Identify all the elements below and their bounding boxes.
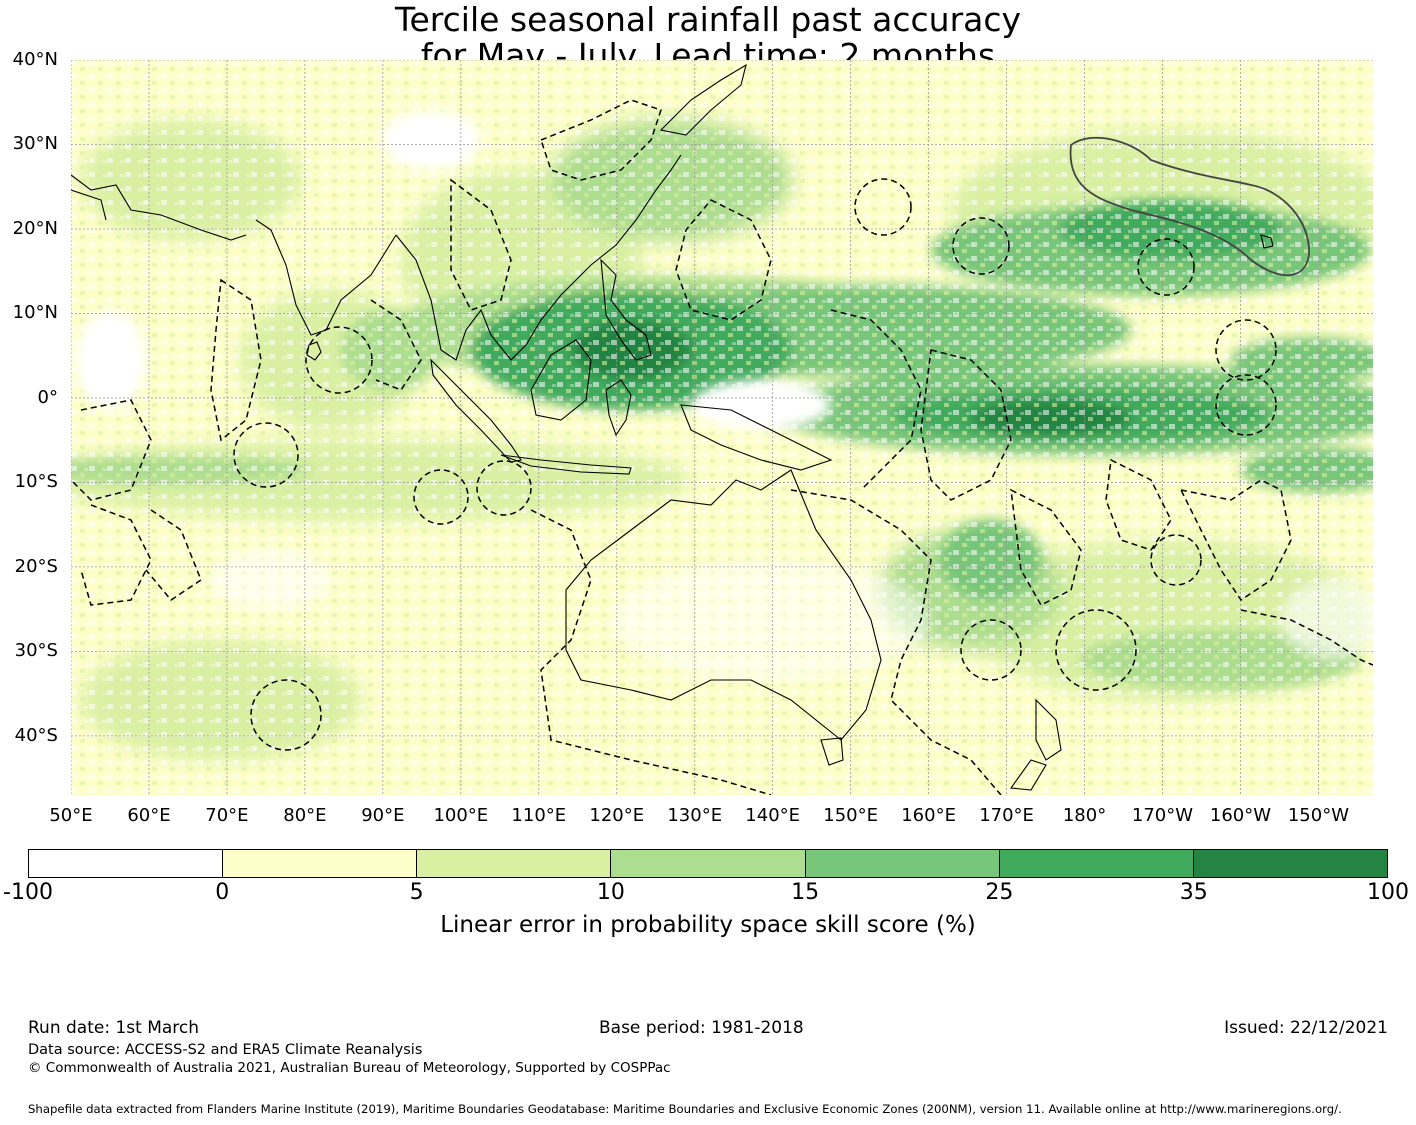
colorbar-tick-label: 25: [985, 880, 1014, 905]
eez-boundary: [790, 489, 1002, 795]
colorbar-tick-label: -100: [3, 880, 53, 905]
map-canvas: [71, 60, 1373, 795]
latitude-label: 20°N: [12, 217, 58, 239]
eez-circle: [1150, 534, 1202, 586]
colorbar-segment: [223, 850, 418, 877]
borneo-coastline: [530, 339, 592, 421]
copyright-notice: © Commonwealth of Australia 2021, Austra…: [28, 1060, 671, 1076]
longitude-label: 150°W: [1287, 805, 1349, 826]
skill-field: [71, 60, 1373, 795]
colorbar-segment: [417, 850, 612, 877]
map-gridlines: [71, 60, 1373, 795]
longitude-label: 50°E: [49, 805, 93, 826]
colorbar-segment: [805, 850, 1000, 877]
eez-circle: [233, 422, 299, 488]
base-period: Base period: 1981-2018: [599, 1018, 804, 1038]
new-zealand-coastline: [1010, 698, 1062, 791]
eez-circle: [305, 326, 373, 394]
eez-circle: [952, 217, 1010, 275]
longitude-label: 120°E: [589, 805, 645, 826]
java-coastline: [500, 454, 632, 475]
longitude-label: 80°E: [283, 805, 327, 826]
eez-circle: [476, 460, 532, 516]
latitude-label: 40°S: [14, 724, 58, 746]
eez-boundary: [370, 299, 422, 391]
longitude-label: 180°: [1062, 805, 1107, 826]
run-date: Run date: 1st March: [28, 1018, 200, 1038]
longitude-label: 160°E: [901, 805, 956, 826]
colorbar: [28, 849, 1388, 878]
eez-boundary: [540, 99, 662, 181]
eez-circle: [1215, 374, 1277, 436]
eez-circle: [1137, 238, 1195, 296]
longitude-label: 170°W: [1131, 805, 1194, 826]
eez-boundary: [145, 509, 202, 601]
new-guinea-coastline: [680, 404, 833, 471]
colorbar-segment: [1193, 850, 1387, 877]
coastlines: [71, 63, 1274, 791]
shapefile-credit: Shapefile data extracted from Flanders M…: [28, 1102, 1342, 1116]
eez-boundary: [1105, 458, 1172, 551]
longitude-label: 170°E: [979, 805, 1034, 826]
arabia-coastline: [71, 174, 247, 241]
southeast-asia-coastline: [395, 154, 682, 361]
colorbar-label: Linear error in probability space skill …: [440, 912, 976, 938]
longitude-label: 150°E: [823, 805, 879, 826]
colorbar-segment: [999, 850, 1194, 877]
eez-circle: [1215, 319, 1277, 381]
longitude-label: 110°E: [511, 805, 567, 826]
eez-circle: [960, 619, 1022, 681]
colorbar-tick-label: 35: [1179, 880, 1208, 905]
philippines-coastline: [600, 258, 652, 361]
eez-circle: [1055, 609, 1137, 691]
eez-boundary: [71, 399, 152, 501]
colorbar-segment: [611, 850, 806, 877]
australia-coastline: [565, 469, 882, 741]
map-title-line1: Tercile seasonal rainfall past accuracy: [394, 0, 1022, 39]
eez-boundary: [830, 309, 922, 491]
eez-circle: [250, 679, 322, 751]
longitude-label: 140°E: [745, 805, 801, 826]
latitude-label: 20°S: [14, 555, 58, 577]
eez-circle: [413, 469, 469, 525]
tasmania-coastline: [820, 737, 844, 766]
colorbar-tick-label: 100: [1367, 880, 1409, 905]
latitude-label: 0°: [37, 386, 58, 408]
eez-boundary: [920, 349, 1012, 501]
latitude-label: 10°N: [12, 302, 58, 324]
colorbar-tick-label: 15: [791, 880, 820, 905]
colorbar-segment: [29, 850, 224, 877]
india-coastline: [255, 219, 397, 336]
eez-boundary: [210, 278, 262, 442]
longitude-label: 70°E: [205, 805, 249, 826]
eez-boundary: [530, 509, 772, 795]
longitude-label: 90°E: [361, 805, 405, 826]
longitude-label: 100°E: [433, 805, 489, 826]
latitude-label: 10°S: [14, 471, 58, 493]
skill-score-map: [71, 60, 1373, 795]
japan-coastline: [659, 63, 747, 136]
eez-boundary: [80, 504, 152, 606]
highlight-region-contour: [1069, 136, 1310, 277]
latitude-label: 30°S: [14, 640, 58, 662]
eez-boundary: [450, 178, 512, 311]
data-source: Data source: ACCESS-S2 and ERA5 Climate …: [28, 1042, 423, 1058]
eez-boundary: [1179, 479, 1292, 602]
eez-boundary: [1010, 488, 1082, 606]
eez-boundaries: [71, 99, 1373, 795]
eez-circle: [854, 178, 912, 236]
sulawesi-coastline: [605, 379, 632, 437]
colorbar-tick-label: 0: [215, 880, 230, 905]
longitude-label: 130°E: [667, 805, 723, 826]
eez-boundary: [1240, 609, 1373, 666]
colorbar-tick-label: 5: [409, 880, 424, 905]
latitude-label: 40°N: [12, 49, 58, 70]
latitude-label: 30°N: [12, 133, 58, 155]
longitude-label: 160°W: [1209, 805, 1272, 826]
hawaii-coastline: [1260, 234, 1274, 249]
issued-date: Issued: 22/12/2021: [1224, 1018, 1388, 1038]
longitude-label: 60°E: [127, 805, 171, 826]
colorbar-tick-label: 10: [596, 880, 625, 905]
